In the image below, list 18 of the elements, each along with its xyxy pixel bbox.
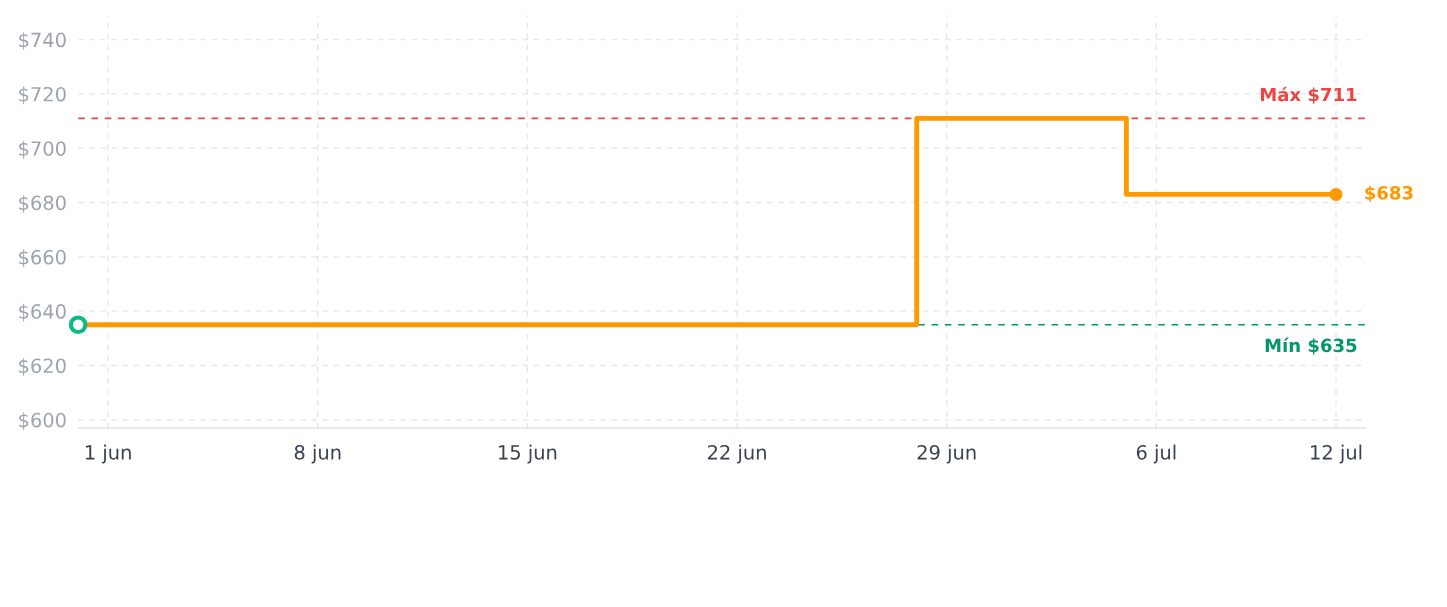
y-tick-label: $620 [19, 358, 66, 376]
y-tick-label: $660 [19, 249, 66, 268]
x-tick-label: 1 jun [85, 444, 131, 464]
y-tick-label: $640 [19, 303, 66, 322]
y-tick-label: $680 [19, 195, 66, 213]
x-tick-label: 22 jun [707, 444, 766, 464]
x-tick-label: 8 jun [294, 444, 341, 464]
y-tick-label: $740 [19, 32, 66, 50]
x-tick-label: 29 jun [917, 444, 976, 464]
x-tick-label: 6 jul [1136, 444, 1176, 464]
y-tick-label: $700 [19, 140, 66, 159]
x-tick-label: 12 jul [1311, 444, 1362, 464]
y-tick-label: $720 [19, 86, 66, 105]
x-tick-label: 15 jun [499, 444, 557, 464]
ref-line-label: Mín $635 [1265, 337, 1357, 355]
ref-line-label: Máx $711 [1260, 86, 1357, 104]
annotation: $683 [1365, 185, 1413, 203]
y-tick-label: $600 [19, 412, 66, 431]
